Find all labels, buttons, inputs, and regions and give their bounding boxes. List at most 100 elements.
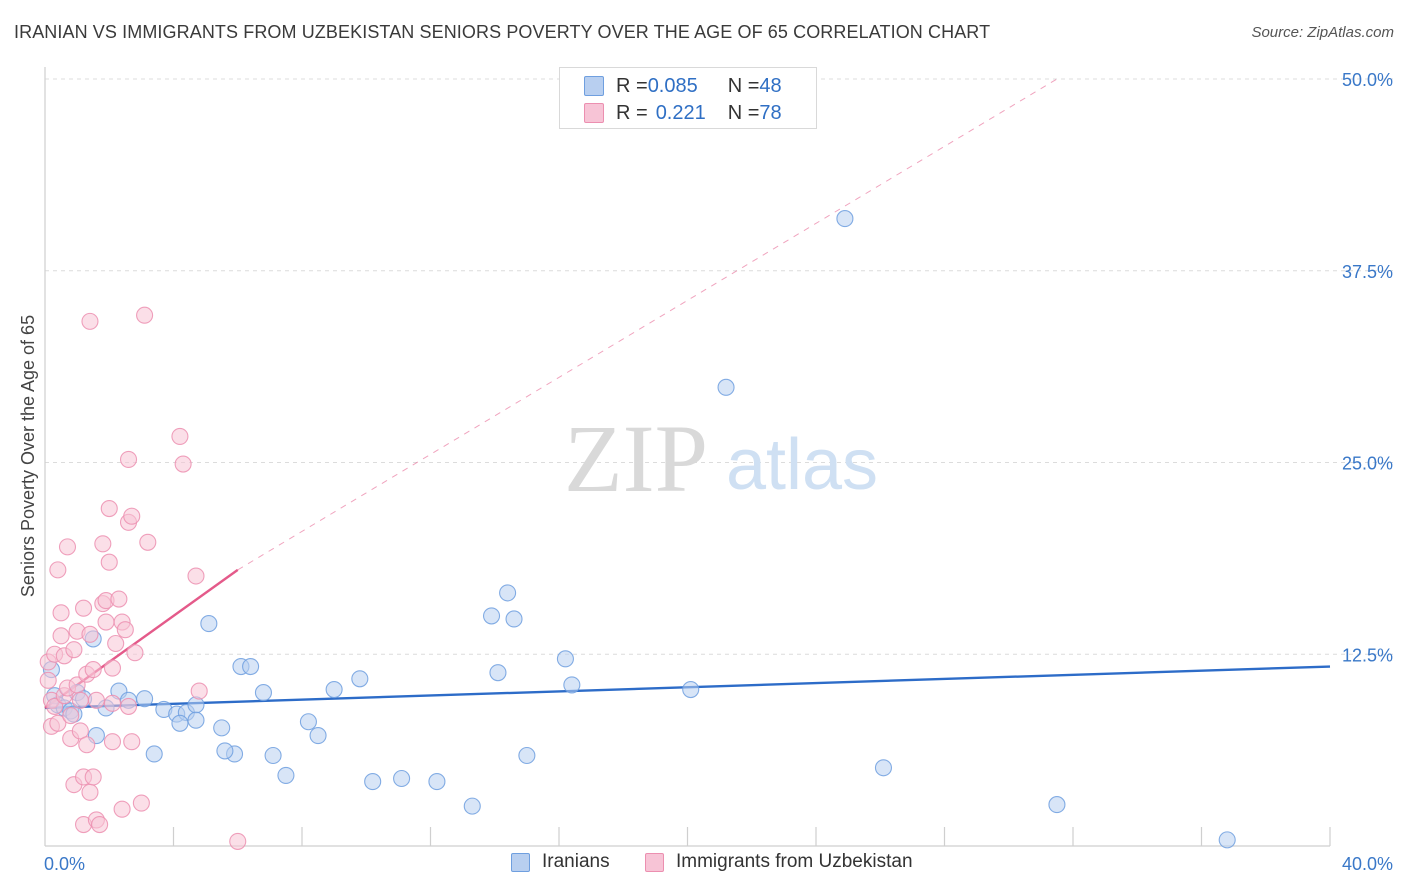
point-uzbekistan (113, 800, 131, 818)
point-iranians (836, 210, 854, 228)
point-uzbekistan (119, 450, 138, 468)
point-uzbekistan (123, 507, 141, 525)
point-uzbekistan (126, 644, 144, 662)
legend-swatch-uzbekistan (584, 103, 604, 123)
point-uzbekistan (81, 312, 99, 330)
legend-n-label: N = (727, 101, 760, 124)
point-uzbekistan (84, 661, 102, 679)
y-tick-label: 50.0% (1342, 70, 1393, 90)
point-iranians (213, 719, 231, 737)
point-uzbekistan (116, 621, 134, 639)
point-uzbekistan (110, 590, 128, 608)
x-tick-label: 40.0% (1342, 854, 1393, 874)
point-iranians (1048, 796, 1066, 814)
point-uzbekistan (52, 627, 70, 645)
point-iranians (393, 769, 411, 788)
point-uzbekistan (49, 714, 67, 732)
bottom-legend-swatch-uzbekistan (645, 852, 664, 872)
bottom-legend-uzbekistan: Immigrants from Uzbekistan (645, 851, 913, 873)
point-uzbekistan (103, 733, 122, 751)
point-uzbekistan (103, 694, 122, 712)
point-iranians (556, 650, 574, 668)
bottom-legend-label-uzbekistan: Immigrants from Uzbekistan (676, 851, 913, 872)
legend-r-label: R = (616, 101, 648, 124)
legend-r-value: 0.221 (655, 101, 706, 124)
point-uzbekistan (100, 553, 118, 571)
point-iranians (216, 742, 234, 760)
point-uzbekistan (81, 783, 99, 801)
point-uzbekistan (132, 794, 150, 812)
x-tick-label: 0.0% (44, 854, 85, 874)
watermark-atlas: atlas (726, 425, 878, 505)
point-uzbekistan (62, 707, 80, 725)
point-iranians (264, 746, 282, 765)
y-tick-label: 12.5% (1342, 645, 1393, 665)
point-uzbekistan (81, 625, 99, 643)
y-axis-label: Seniors Poverty Over the Age of 65 (18, 315, 38, 597)
point-iranians (1218, 831, 1236, 849)
legend-swatch-iranians (584, 76, 604, 96)
watermark: ZIP atlas (564, 405, 878, 512)
point-uzbekistan (123, 733, 141, 751)
point-uzbekistan (119, 697, 138, 715)
y-tick-label: 37.5% (1342, 262, 1393, 282)
point-uzbekistan (174, 455, 192, 473)
point-uzbekistan (78, 736, 96, 754)
point-iranians (351, 670, 369, 688)
chart-title: IRANIAN VS IMMIGRANTS FROM UZBEKISTAN SE… (14, 22, 991, 42)
point-uzbekistan (46, 697, 64, 715)
point-uzbekistan (58, 538, 77, 556)
point-iranians (482, 607, 501, 625)
legend-n-value: 48 (759, 74, 782, 97)
point-uzbekistan (187, 567, 205, 585)
source-label: Source: ZipAtlas.com (1251, 24, 1394, 41)
point-uzbekistan (49, 561, 67, 579)
point-iranians (489, 664, 507, 682)
point-iranians (136, 690, 154, 708)
legend-n-value: 78 (759, 101, 782, 124)
point-iranians (518, 746, 536, 765)
point-iranians (277, 766, 295, 784)
point-uzbekistan (87, 691, 105, 709)
point-uzbekistan (75, 599, 93, 617)
point-uzbekistan (107, 634, 125, 653)
point-iranians (682, 680, 700, 699)
point-iranians (874, 759, 893, 777)
legend-n-label: N = (727, 74, 760, 97)
bottom-legend-swatch-iranians (511, 852, 530, 872)
point-iranians (171, 714, 189, 732)
legend-r-label: R = (616, 74, 648, 97)
point-iranians (563, 676, 581, 694)
point-iranians (505, 610, 523, 628)
point-uzbekistan (52, 604, 70, 622)
point-iranians (717, 378, 735, 396)
point-uzbekistan (229, 832, 247, 850)
bottom-legend-label-iranians: Iranians (542, 851, 610, 872)
point-uzbekistan (71, 722, 89, 740)
point-iranians (145, 745, 163, 763)
point-uzbekistan (65, 641, 83, 659)
trend-line-uzbekistan-projection (237, 78, 1058, 571)
point-iranians (200, 615, 218, 633)
grid-lines (45, 78, 1394, 655)
tick-labels: 12.5% 25.0% 37.5% 50.0% 0.0% 40.0% (44, 70, 1393, 874)
point-uzbekistan (97, 613, 115, 631)
point-uzbekistan (100, 499, 118, 518)
point-iranians (187, 711, 205, 729)
point-uzbekistan (39, 671, 57, 689)
point-uzbekistan (84, 768, 102, 786)
point-iranians (428, 773, 446, 791)
point-iranians (242, 657, 260, 676)
point-iranians (254, 684, 273, 702)
point-iranians (299, 713, 317, 731)
point-iranians (463, 797, 481, 815)
point-uzbekistan (94, 535, 112, 553)
legend-row-uzbekistan: R = 0.221 N = 78 (584, 100, 782, 126)
point-uzbekistan (171, 427, 189, 445)
watermark-zip: ZIP (564, 405, 708, 512)
point-uzbekistan (103, 659, 122, 677)
legend-r-value: 0.085 (647, 74, 698, 97)
correlation-legend: R = 0.085 N = 48 R = 0.221 N = 78 (559, 67, 817, 129)
legend-row-iranians: R = 0.085 N = 48 (584, 73, 782, 99)
